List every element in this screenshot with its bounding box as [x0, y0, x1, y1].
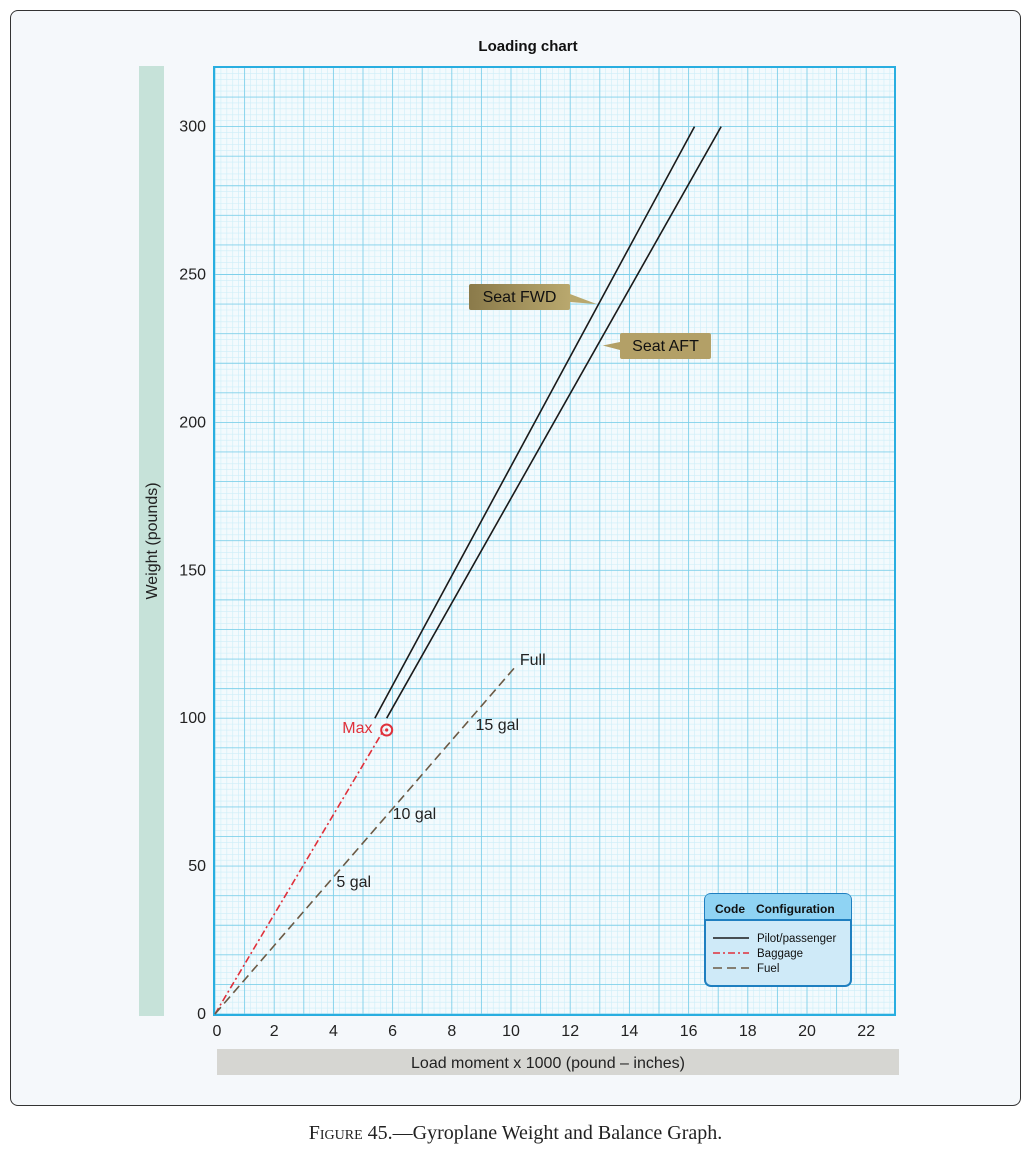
legend-label-fuel: Fuel — [757, 963, 779, 975]
x-tick-label: 2 — [270, 1023, 279, 1040]
x-tick-label: 18 — [739, 1023, 757, 1040]
y-tick-label: 0 — [197, 1006, 206, 1023]
series-line-seat-aft — [385, 126, 722, 719]
x-tick-label: 8 — [447, 1023, 456, 1040]
series-line-seat-fwd — [374, 126, 696, 719]
callout-pointer — [602, 342, 620, 350]
y-tick-label: 300 — [179, 119, 206, 136]
figure-caption: Figure 45.—Gyroplane Weight and Balance … — [0, 1122, 1031, 1145]
x-tick-label: 16 — [680, 1023, 698, 1040]
annotation-10-gal: 10 gal — [393, 806, 437, 823]
plot-border — [213, 66, 896, 1016]
y-tick-label: 250 — [179, 267, 206, 284]
callouts: Seat FWD Seat AFT — [469, 284, 711, 359]
x-axis-label: Load moment x 1000 (pound – inches) — [411, 1055, 685, 1072]
legend-header-bg — [705, 894, 851, 920]
series-lines — [214, 126, 722, 1015]
y-axis-label: Weight (pounds) — [144, 482, 161, 599]
x-tick-label: 12 — [561, 1023, 579, 1040]
callout-box — [620, 333, 711, 359]
x-tick-label: 6 — [388, 1023, 397, 1040]
y-tick-label: 100 — [179, 710, 206, 727]
annotation-15-gal: 15 gal — [475, 717, 519, 734]
legend-header-configuration: Configuration — [756, 902, 835, 916]
x-tick-label: 4 — [329, 1023, 338, 1040]
loading-chart: Loading chart Weight (pounds) Load momen… — [139, 38, 899, 1075]
callout-pointer — [570, 294, 597, 305]
annotation-5-gal: 5 gal — [336, 874, 371, 891]
y-tick-labels: 0 50 100 150 200 250 300 — [179, 119, 206, 1023]
x-tick-label: 14 — [621, 1023, 639, 1040]
x-tick-label: 20 — [798, 1023, 816, 1040]
series-line-baggage — [214, 729, 385, 1015]
x-tick-label: 22 — [857, 1023, 875, 1040]
x-tick-labels: 0 2 4 6 8 10 12 14 16 18 20 22 — [213, 1023, 876, 1040]
legend: Code Configuration Pilot/passenger Bagga… — [704, 893, 852, 987]
x-tick-label: 0 — [213, 1023, 222, 1040]
annotation-full: Full — [520, 652, 546, 669]
ylabel-band — [139, 66, 164, 1016]
callout-label-seat-aft: Seat AFT — [632, 338, 699, 355]
figure-label: Figure 45. — [308, 1122, 393, 1144]
chart-title: Loading chart — [478, 38, 577, 55]
annotations: Full 15 gal 10 gal 5 gal Max — [336, 652, 545, 891]
callout-label-seat-fwd: Seat FWD — [483, 289, 557, 306]
y-tick-label: 50 — [188, 858, 206, 875]
xlabel-band — [217, 1049, 899, 1075]
max-marker — [380, 723, 394, 737]
legend-label-pilot: Pilot/passenger — [757, 933, 836, 945]
series-line-fuel — [214, 664, 518, 1015]
x-tick-label: 10 — [502, 1023, 520, 1040]
annotation-max: Max — [342, 720, 372, 737]
legend-header-code: Code — [715, 902, 745, 916]
figure-caption-text: —Gyroplane Weight and Balance Graph. — [392, 1122, 723, 1144]
callout-box — [469, 284, 570, 310]
max-marker-dot — [385, 728, 389, 732]
y-tick-label: 200 — [179, 414, 206, 431]
y-tick-label: 150 — [179, 562, 206, 579]
legend-label-baggage: Baggage — [757, 948, 803, 960]
